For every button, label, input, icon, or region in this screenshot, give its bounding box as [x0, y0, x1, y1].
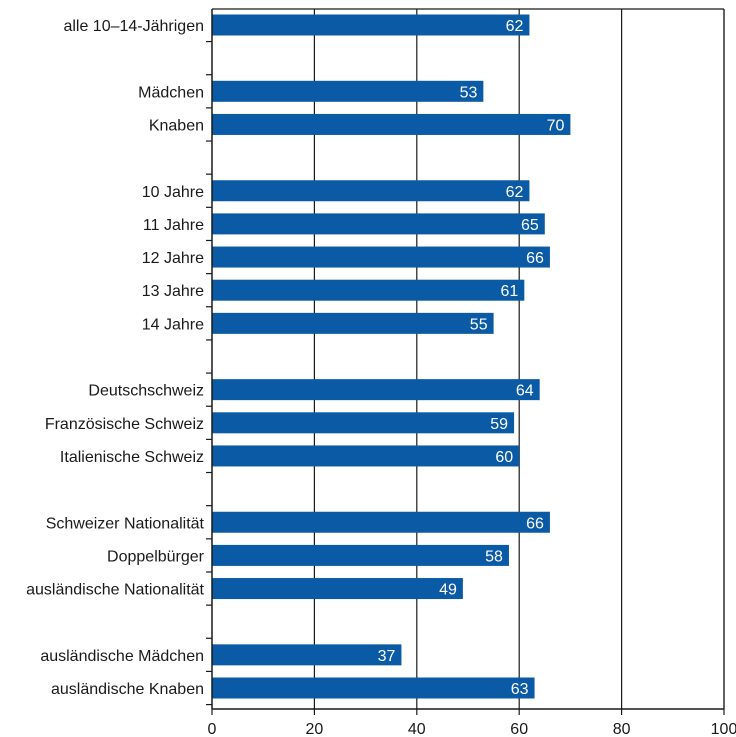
category-label: Deutschschweiz [88, 383, 204, 400]
bars [212, 14, 571, 699]
bar [212, 279, 525, 301]
bar-value-label: 63 [511, 681, 529, 698]
bar [212, 644, 402, 666]
bar [212, 14, 530, 36]
category-label: 12 Jahre [142, 250, 204, 267]
bar [212, 180, 530, 202]
bar-value-label: 59 [490, 416, 508, 433]
bar [212, 312, 494, 334]
category-label: alle 10–14-Jährigen [63, 18, 204, 35]
bar [212, 578, 463, 600]
category-label: Italienische Schweiz [60, 449, 204, 466]
bar-value-label: 60 [495, 449, 513, 466]
x-tick-label: 0 [208, 721, 217, 737]
x-tick-label: 100 [711, 721, 736, 737]
bar [212, 379, 540, 401]
axes [206, 8, 725, 715]
bar [212, 246, 550, 268]
x-tick-label: 60 [510, 721, 528, 737]
x-tick-label: 20 [306, 721, 324, 737]
bar-value-label: 58 [485, 548, 503, 565]
category-label: Schweizer Nationalität [46, 515, 205, 532]
category-label: Französische Schweiz [45, 416, 204, 433]
bar-value-label: 64 [516, 383, 534, 400]
bar [212, 544, 509, 566]
bar-value-label: 66 [526, 250, 544, 267]
category-label: ausländische Mädchen [40, 648, 204, 665]
category-label: 14 Jahre [142, 316, 204, 333]
category-label: Knaben [149, 117, 204, 134]
bar [212, 677, 535, 699]
category-label: 10 Jahre [142, 184, 204, 201]
x-tick-label: 40 [408, 721, 426, 737]
bar-value-label: 65 [521, 217, 539, 234]
bar [212, 511, 550, 533]
category-label: 11 Jahre [143, 217, 204, 234]
bar [212, 412, 515, 434]
x-tick-label: 80 [613, 721, 631, 737]
bar-value-label: 61 [501, 283, 519, 300]
bar-value-label: 62 [506, 184, 524, 201]
category-label: Mädchen [138, 84, 204, 101]
bar [212, 113, 571, 135]
bar [212, 80, 484, 102]
bar-value-label: 37 [378, 648, 396, 665]
bar [212, 213, 545, 235]
category-label: ausländische Nationalität [26, 582, 204, 599]
bar-value-label: 53 [460, 84, 478, 101]
bar-value-label: 66 [526, 515, 544, 532]
category-label: Doppelbürger [107, 548, 205, 565]
bar-value-label: 55 [470, 316, 488, 333]
bar-value-label: 70 [547, 117, 565, 134]
category-label: ausländische Knaben [51, 681, 204, 698]
category-label: 13 Jahre [142, 283, 204, 300]
labels: 0 20 40 60 80 100 alle 10–14-Jährigen 62 Mädchen… [26, 18, 736, 737]
bar-value-label: 49 [439, 582, 457, 599]
bar-value-label: 62 [506, 18, 524, 35]
bar [212, 445, 520, 467]
